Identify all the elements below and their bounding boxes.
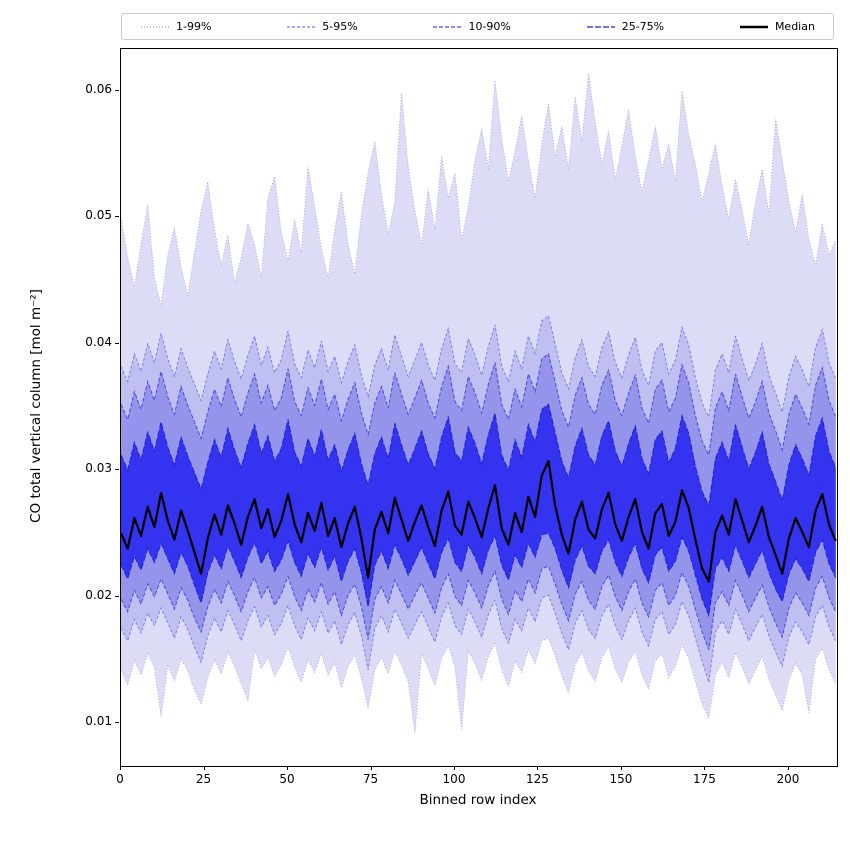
median-line — [121, 460, 837, 583]
x-tick-label: 150 — [609, 772, 633, 786]
legend-label: Median — [774, 20, 815, 33]
legend-line-sample — [586, 25, 615, 28]
legend-item-1-99%: 1-99% — [140, 20, 211, 33]
legend-label: 5-95% — [322, 20, 358, 33]
x-tick-label: 200 — [776, 772, 800, 786]
legend-line-sample — [739, 25, 768, 28]
legend-label: 1-99% — [176, 20, 212, 33]
x-tick-label: 175 — [692, 772, 716, 786]
x-tick-label: 75 — [362, 772, 379, 786]
y-tick-mark — [115, 469, 119, 471]
y-tick-mark — [115, 595, 119, 597]
percentile-line-p5 — [121, 594, 837, 683]
y-tick-mark — [115, 216, 119, 218]
x-tick-label: 50 — [279, 772, 295, 786]
legend-line-sample — [141, 25, 169, 28]
y-tick-mark — [115, 342, 119, 344]
percentile-line-p90 — [121, 352, 837, 457]
y-tick-label: 0.03 — [85, 461, 112, 476]
legend-item-25-75%: 25-75% — [586, 20, 664, 33]
band-25-75% — [121, 404, 836, 616]
percentile-line-p1 — [121, 637, 837, 734]
percentile-line-p25 — [121, 532, 837, 618]
y-axis-label: CO total vertical column [mol m⁻²] — [28, 289, 44, 523]
y-tick-label: 0.06 — [85, 81, 112, 96]
percentile-line-p95 — [121, 315, 837, 419]
x-tick-label: 0 — [116, 772, 124, 786]
x-tick-label: 125 — [525, 772, 549, 786]
x-tick-label: 25 — [195, 772, 212, 786]
legend-item-Median: Median — [739, 20, 815, 33]
legend-item-10-90%: 10-90% — [432, 20, 511, 33]
legend-label: 10-90% — [468, 20, 511, 33]
legend-line-sample — [433, 25, 462, 28]
legend-item-5-95%: 5-95% — [286, 20, 358, 33]
percentile-band-chart — [121, 72, 837, 734]
y-tick-mark — [115, 722, 119, 723]
y-tick-label: 0.02 — [85, 587, 112, 602]
percentile-line-p10 — [121, 565, 837, 650]
percentile-line-p75 — [121, 403, 837, 508]
y-tick-label: 0.04 — [85, 334, 112, 349]
y-tick-label: 0.05 — [85, 208, 112, 223]
legend-line-sample — [287, 25, 316, 28]
y-tick-label: 0.01 — [85, 714, 112, 728]
legend-label: 25-75% — [621, 20, 665, 33]
x-axis-label: Binned row index — [419, 792, 537, 808]
y-tick-mark — [115, 89, 119, 91]
plot-area — [120, 48, 838, 767]
x-tick-label: 100 — [442, 772, 466, 786]
legend: 1-99% 5-95% 10-90% 25-75% Median — [121, 13, 834, 40]
